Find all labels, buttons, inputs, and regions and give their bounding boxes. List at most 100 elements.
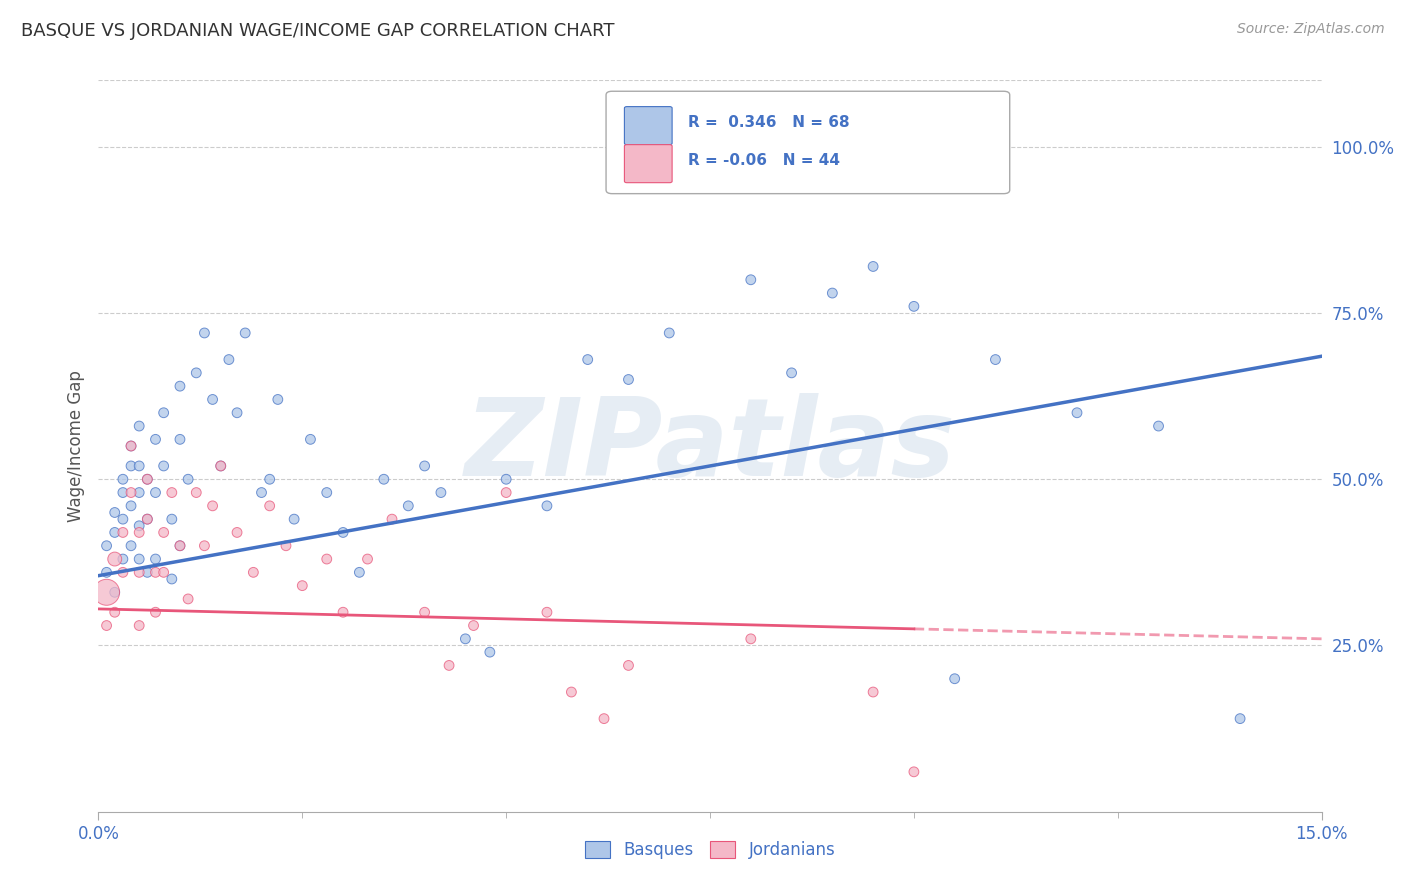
Point xyxy=(152,525,174,540)
Point xyxy=(128,618,150,632)
Point xyxy=(136,512,159,526)
Point xyxy=(437,658,460,673)
Point xyxy=(186,485,208,500)
Point xyxy=(104,525,127,540)
Point xyxy=(862,260,884,274)
Point xyxy=(104,552,127,566)
Point xyxy=(169,433,191,447)
Point xyxy=(332,605,354,619)
Point xyxy=(104,506,127,520)
Point xyxy=(128,566,150,580)
Point xyxy=(536,605,558,619)
Point xyxy=(430,485,453,500)
Point xyxy=(128,552,150,566)
Point xyxy=(315,485,337,500)
Point xyxy=(96,585,118,599)
Point xyxy=(617,658,640,673)
Point xyxy=(1066,406,1088,420)
Text: BASQUE VS JORDANIAN WAGE/INCOME GAP CORRELATION CHART: BASQUE VS JORDANIAN WAGE/INCOME GAP CORR… xyxy=(21,22,614,40)
Point xyxy=(145,566,167,580)
Point xyxy=(267,392,290,407)
Text: ZIPatlas: ZIPatlas xyxy=(464,393,956,499)
Point xyxy=(658,326,681,340)
Point xyxy=(169,539,191,553)
Point xyxy=(177,591,200,606)
Point xyxy=(160,485,183,500)
Point xyxy=(903,299,925,313)
Point xyxy=(128,485,150,500)
Point xyxy=(315,552,337,566)
Point xyxy=(169,539,191,553)
Point xyxy=(160,512,183,526)
Point xyxy=(111,485,134,500)
Point xyxy=(193,326,215,340)
Point xyxy=(617,372,640,386)
Point xyxy=(193,539,215,553)
Point xyxy=(201,392,224,407)
Point xyxy=(332,525,354,540)
Point xyxy=(233,326,256,340)
Point xyxy=(120,499,142,513)
Point xyxy=(381,512,404,526)
Point xyxy=(152,458,174,473)
Point xyxy=(495,485,517,500)
Point xyxy=(821,286,844,301)
Point xyxy=(943,672,966,686)
Point xyxy=(128,419,150,434)
Point xyxy=(96,539,118,553)
Point xyxy=(111,525,134,540)
Point xyxy=(120,458,142,473)
Point xyxy=(396,499,419,513)
Point xyxy=(259,499,281,513)
Point xyxy=(111,512,134,526)
Point xyxy=(740,632,762,646)
Point xyxy=(160,572,183,586)
Point xyxy=(145,605,167,619)
Point xyxy=(862,685,884,699)
Text: Source: ZipAtlas.com: Source: ZipAtlas.com xyxy=(1237,22,1385,37)
Point xyxy=(201,499,224,513)
Text: R =  0.346   N = 68: R = 0.346 N = 68 xyxy=(688,115,849,130)
Point xyxy=(593,712,616,726)
Point xyxy=(136,472,159,486)
Point xyxy=(111,472,134,486)
Point xyxy=(242,566,264,580)
Point xyxy=(152,566,174,580)
Point xyxy=(136,566,159,580)
Y-axis label: Wage/Income Gap: Wage/Income Gap xyxy=(66,370,84,522)
Point xyxy=(1229,712,1251,726)
Point xyxy=(478,645,501,659)
Point xyxy=(104,585,127,599)
Point xyxy=(259,472,281,486)
Point xyxy=(96,566,118,580)
Point xyxy=(136,472,159,486)
Point xyxy=(152,406,174,420)
Point xyxy=(274,539,297,553)
Text: R = -0.06   N = 44: R = -0.06 N = 44 xyxy=(688,153,839,169)
Point xyxy=(218,352,240,367)
Point xyxy=(120,485,142,500)
Point xyxy=(226,406,249,420)
Point xyxy=(349,566,371,580)
Point xyxy=(186,366,208,380)
Point xyxy=(413,458,436,473)
FancyBboxPatch shape xyxy=(606,91,1010,194)
Point xyxy=(291,579,314,593)
Point xyxy=(120,539,142,553)
Point xyxy=(128,518,150,533)
Point xyxy=(226,525,249,540)
Point xyxy=(111,566,134,580)
Point xyxy=(209,458,232,473)
Point xyxy=(413,605,436,619)
Point xyxy=(373,472,395,486)
Point xyxy=(536,499,558,513)
Point xyxy=(1147,419,1170,434)
Point xyxy=(128,525,150,540)
Point xyxy=(145,485,167,500)
Point xyxy=(299,433,322,447)
Point xyxy=(136,512,159,526)
Point xyxy=(576,352,599,367)
Point xyxy=(984,352,1007,367)
FancyBboxPatch shape xyxy=(624,145,672,183)
Point xyxy=(120,439,142,453)
